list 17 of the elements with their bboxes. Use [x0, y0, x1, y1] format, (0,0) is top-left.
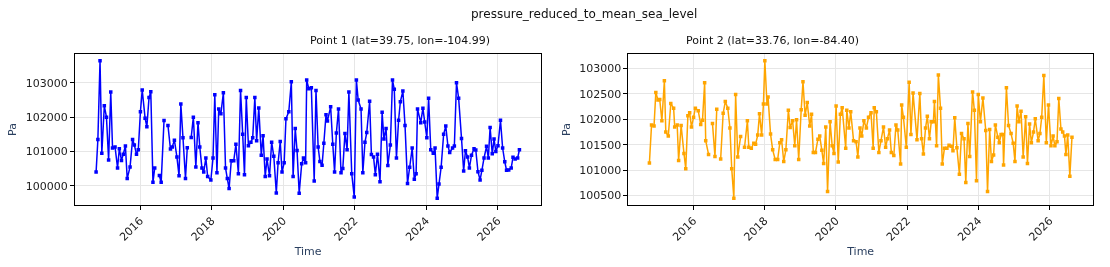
y-tick-label: 102000: [25, 111, 68, 124]
y-tick-label: 101500: [579, 138, 622, 152]
y-tick-label: 101000: [579, 164, 622, 178]
y-tick-label: 103000: [579, 62, 622, 76]
x-axis-title: Time: [293, 244, 322, 258]
text: pressure_reduced_to_mean_sea_level: [471, 7, 698, 21]
y-axis-title: Pa: [6, 123, 20, 136]
chart-title: Point 1 (lat=39.75, lon=-104.99): [310, 34, 491, 47]
y-tick-label: 103000: [25, 76, 68, 90]
x-axis-title: Time: [846, 244, 875, 258]
y-tick-label: 100000: [25, 179, 68, 193]
y-axis-title: Pa: [559, 123, 573, 136]
y-tick-label: 102500: [579, 87, 622, 101]
chart-title: Point 2 (lat=33.76, lon=-84.40): [686, 34, 860, 47]
y-tick-label: 101000: [25, 145, 68, 159]
y-tick-label: 100500: [579, 189, 622, 203]
y-tick-label: 102000: [579, 113, 622, 127]
